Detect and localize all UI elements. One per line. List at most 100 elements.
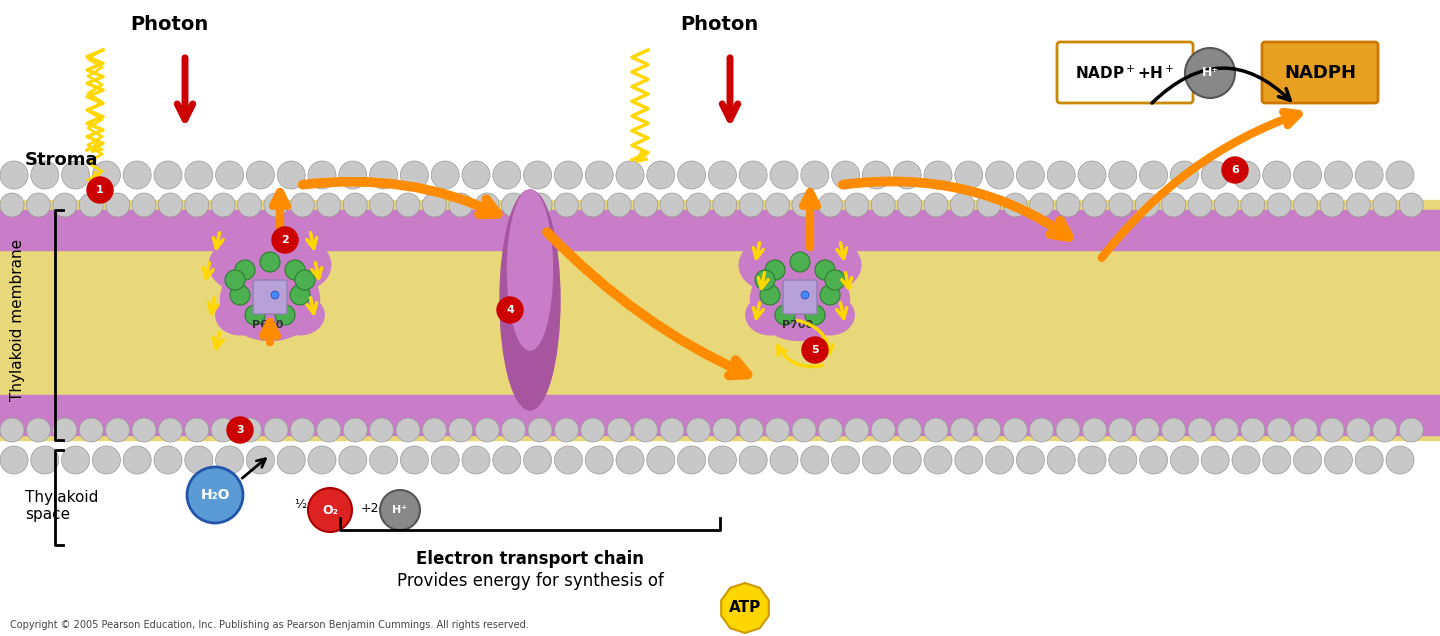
- Circle shape: [26, 418, 50, 442]
- Text: 3: 3: [236, 425, 243, 435]
- Circle shape: [289, 285, 310, 305]
- Circle shape: [770, 161, 798, 189]
- Circle shape: [431, 446, 459, 474]
- Circle shape: [26, 193, 50, 217]
- Circle shape: [1109, 446, 1136, 474]
- Circle shape: [1004, 193, 1027, 217]
- Circle shape: [845, 193, 868, 217]
- Circle shape: [1241, 418, 1264, 442]
- Circle shape: [462, 446, 490, 474]
- Circle shape: [893, 161, 922, 189]
- Text: P680: P680: [252, 320, 284, 330]
- Circle shape: [713, 418, 737, 442]
- Circle shape: [212, 193, 235, 217]
- Circle shape: [766, 193, 789, 217]
- Text: ½: ½: [294, 499, 307, 511]
- Circle shape: [0, 193, 24, 217]
- Circle shape: [634, 193, 658, 217]
- Circle shape: [154, 161, 181, 189]
- Circle shape: [1030, 193, 1054, 217]
- Circle shape: [1004, 418, 1027, 442]
- Circle shape: [924, 193, 948, 217]
- Text: Photon: Photon: [130, 15, 209, 34]
- Ellipse shape: [750, 259, 850, 340]
- Ellipse shape: [500, 190, 560, 410]
- Circle shape: [475, 418, 500, 442]
- Circle shape: [580, 193, 605, 217]
- Circle shape: [924, 161, 952, 189]
- Circle shape: [245, 305, 265, 325]
- Circle shape: [291, 193, 314, 217]
- Text: Photon: Photon: [680, 15, 759, 34]
- Circle shape: [1346, 418, 1371, 442]
- Circle shape: [955, 446, 984, 474]
- Circle shape: [1079, 446, 1106, 474]
- Circle shape: [308, 488, 351, 532]
- Ellipse shape: [276, 295, 324, 335]
- Circle shape: [338, 161, 367, 189]
- Ellipse shape: [753, 268, 808, 312]
- FancyBboxPatch shape: [253, 280, 287, 314]
- Circle shape: [1185, 48, 1236, 98]
- Circle shape: [524, 446, 552, 474]
- FancyBboxPatch shape: [1261, 42, 1378, 103]
- Circle shape: [554, 418, 579, 442]
- Circle shape: [1139, 161, 1168, 189]
- Circle shape: [497, 297, 523, 323]
- Circle shape: [893, 446, 922, 474]
- Circle shape: [819, 285, 840, 305]
- Circle shape: [955, 161, 984, 189]
- Circle shape: [1293, 446, 1322, 474]
- Text: Electron transport chain: Electron transport chain: [416, 550, 644, 568]
- Circle shape: [585, 446, 613, 474]
- Circle shape: [801, 291, 809, 299]
- Circle shape: [492, 161, 521, 189]
- Text: 4: 4: [505, 305, 514, 315]
- Circle shape: [802, 337, 828, 363]
- Circle shape: [775, 305, 795, 325]
- Text: H₂O: H₂O: [200, 488, 230, 502]
- Circle shape: [184, 418, 209, 442]
- Circle shape: [230, 285, 251, 305]
- Circle shape: [528, 418, 552, 442]
- Circle shape: [291, 418, 314, 442]
- Circle shape: [1355, 446, 1384, 474]
- Circle shape: [1263, 446, 1290, 474]
- Circle shape: [739, 193, 763, 217]
- Circle shape: [832, 446, 860, 474]
- Circle shape: [92, 446, 121, 474]
- Circle shape: [0, 418, 24, 442]
- Circle shape: [985, 161, 1014, 189]
- Circle shape: [1387, 161, 1414, 189]
- Circle shape: [924, 418, 948, 442]
- Circle shape: [1400, 193, 1423, 217]
- Circle shape: [863, 161, 890, 189]
- Circle shape: [1346, 193, 1371, 217]
- Circle shape: [1139, 446, 1168, 474]
- Circle shape: [124, 446, 151, 474]
- Circle shape: [295, 270, 315, 290]
- Circle shape: [687, 193, 710, 217]
- Circle shape: [976, 193, 1001, 217]
- Circle shape: [616, 161, 644, 189]
- Circle shape: [634, 418, 658, 442]
- Circle shape: [124, 161, 151, 189]
- Ellipse shape: [246, 290, 294, 330]
- Circle shape: [897, 193, 922, 217]
- Circle shape: [154, 446, 181, 474]
- Circle shape: [275, 305, 295, 325]
- Circle shape: [1171, 446, 1198, 474]
- Circle shape: [1233, 161, 1260, 189]
- Circle shape: [660, 418, 684, 442]
- Circle shape: [897, 418, 922, 442]
- Circle shape: [246, 161, 275, 189]
- Circle shape: [1355, 161, 1384, 189]
- Circle shape: [1241, 193, 1264, 217]
- Circle shape: [308, 161, 336, 189]
- Circle shape: [580, 418, 605, 442]
- Circle shape: [317, 193, 341, 217]
- Ellipse shape: [269, 240, 331, 290]
- Circle shape: [0, 161, 27, 189]
- Circle shape: [396, 193, 420, 217]
- Text: Thylakoid
space: Thylakoid space: [24, 490, 98, 522]
